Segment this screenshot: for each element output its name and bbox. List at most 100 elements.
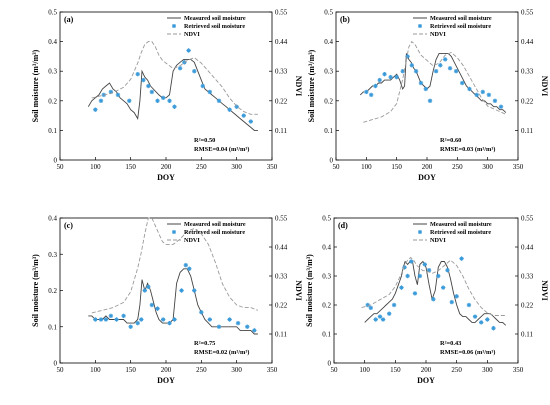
x-tick-label: 250 bbox=[451, 366, 462, 374]
retrieved-marker bbox=[380, 317, 386, 322]
retrieved-marker bbox=[167, 98, 172, 103]
retrieved-marker bbox=[445, 268, 450, 273]
retrieved-marker bbox=[400, 69, 405, 74]
ndvi-line bbox=[361, 256, 506, 316]
retrieved-marker bbox=[417, 273, 423, 279]
y-tick-label: 0.3 bbox=[324, 68, 333, 76]
y2-tick-label: 0.33 bbox=[275, 273, 288, 281]
retrieved-marker bbox=[438, 63, 443, 68]
retrieved-marker bbox=[160, 95, 166, 101]
retrieved-marker bbox=[479, 320, 484, 325]
retrieved-marker bbox=[472, 314, 478, 319]
y-axis-label: Soil moisture (m³/m³) bbox=[305, 254, 314, 327]
y2-tick-label: 0.55 bbox=[275, 215, 288, 223]
retrieved-marker bbox=[160, 317, 166, 322]
retrieved-marker bbox=[459, 80, 465, 86]
retrieved-marker bbox=[146, 83, 151, 89]
y-tick-label: 0.1 bbox=[322, 331, 331, 339]
retrieved-marker bbox=[128, 324, 133, 329]
measured-line bbox=[87, 58, 258, 131]
retrieved-marker bbox=[368, 92, 374, 98]
retrieved-marker bbox=[114, 317, 119, 322]
y2-tick-label: 0.55 bbox=[521, 215, 534, 223]
legend-ndvi-label: NDVI bbox=[430, 237, 446, 244]
retrieved-marker bbox=[235, 320, 241, 326]
y-tick-label: 0.5 bbox=[48, 9, 57, 17]
retrieved-marker bbox=[467, 86, 472, 92]
x-tick-label: 150 bbox=[390, 366, 401, 374]
y-tick-label: 0.5 bbox=[322, 215, 331, 223]
rmse-label: RMSE=0.03 (m³/m³) bbox=[440, 146, 495, 153]
measured-line bbox=[88, 268, 258, 335]
x-tick-label: 300 bbox=[231, 163, 242, 171]
r2-label: R²=0.43 bbox=[440, 340, 461, 347]
x-tick-label: 300 bbox=[482, 366, 493, 374]
x-tick-label: 350 bbox=[513, 163, 524, 171]
retrieved-marker bbox=[142, 288, 147, 293]
x-tick-label: 100 bbox=[361, 163, 372, 171]
y-axis-label: Soil moisture (m³/m³) bbox=[31, 49, 40, 122]
panel-label: (b) bbox=[340, 15, 350, 24]
x-axis-label: DOY bbox=[417, 376, 435, 385]
y-tick-label: 0.1 bbox=[48, 323, 57, 331]
retrieved-marker bbox=[172, 317, 177, 322]
retrieved-marker bbox=[245, 324, 250, 329]
retrieved-marker bbox=[443, 57, 448, 62]
x-tick-label: 300 bbox=[231, 366, 242, 374]
y2-tick-label: 0.44 bbox=[275, 38, 288, 46]
legend-retrieved-label: Retrieved soil moisture bbox=[184, 23, 245, 30]
y-tick-label: 0.4 bbox=[48, 38, 57, 46]
x-tick-label: 100 bbox=[359, 366, 370, 374]
panel-label: (c) bbox=[64, 221, 73, 230]
y2-tick-label: 0.11 bbox=[275, 127, 287, 135]
x-axis-label: DOY bbox=[157, 376, 175, 385]
retrieved-marker bbox=[412, 291, 418, 296]
x-tick-label: 50 bbox=[57, 163, 65, 171]
retrieved-marker bbox=[252, 328, 257, 333]
y2-tick-label: 0.44 bbox=[521, 244, 534, 252]
x-tick-label: 50 bbox=[57, 366, 65, 374]
legend-measured-label: Measured soil moisture bbox=[430, 221, 492, 228]
legend-ndvi-label: NDVI bbox=[184, 237, 200, 244]
x-tick-label: 250 bbox=[452, 163, 463, 171]
retrieved-marker bbox=[427, 98, 433, 103]
y-tick-label: 0.3 bbox=[48, 68, 57, 76]
legend-retrieved-label: Retrieved soil moisture bbox=[184, 229, 245, 236]
r2-label: R²=0.75 bbox=[194, 340, 215, 347]
y-axis-label: Soil moisture (m³/m³) bbox=[307, 49, 316, 122]
legend-retrieved-swatch bbox=[172, 230, 176, 234]
retrieved-marker bbox=[387, 311, 392, 316]
retrieved-marker bbox=[207, 89, 213, 95]
retrieved-marker bbox=[216, 98, 222, 103]
measured-line bbox=[359, 52, 507, 113]
retrieved-marker bbox=[108, 313, 114, 319]
y-tick-label: 0 bbox=[54, 157, 58, 165]
retrieved-marker bbox=[373, 83, 378, 89]
retrieved-marker bbox=[135, 71, 140, 77]
retrieved-marker bbox=[187, 266, 192, 271]
y-tick-label: 0.2 bbox=[322, 302, 331, 310]
legend-retrieved-swatch bbox=[172, 24, 176, 28]
x-axis-label: DOY bbox=[157, 173, 175, 182]
legend-measured-label: Measured soil moisture bbox=[430, 15, 492, 22]
legend-retrieved-swatch bbox=[418, 230, 422, 234]
y2-axis-label: NDVI bbox=[540, 280, 549, 300]
retrieved-marker bbox=[115, 92, 121, 98]
x-tick-label: 300 bbox=[482, 163, 493, 171]
retrieved-marker bbox=[146, 284, 151, 290]
retrieved-marker bbox=[207, 317, 213, 322]
retrieved-marker bbox=[454, 294, 459, 299]
retrieved-marker bbox=[141, 77, 146, 83]
y2-axis-label: NDVI bbox=[540, 76, 549, 96]
rmse-label: RMSE=0.06 (m³/m³) bbox=[440, 349, 495, 356]
panel-a: 50 100 150 200 250 300 350 0 0.1 0.2 0.3 0.4 0.5 0.11… bbox=[31, 9, 303, 183]
retrieved-marker bbox=[192, 69, 197, 74]
panel-d: 50 100 150 200 250 300 350 0 0.1 0.2 0.3 0.4 0.5 0.11… bbox=[305, 215, 549, 386]
y2-tick-label: 0.22 bbox=[275, 302, 288, 310]
retrieved-marker bbox=[192, 288, 197, 293]
x-tick-label: 150 bbox=[391, 163, 402, 171]
retrieved-marker bbox=[388, 74, 393, 80]
y2-tick-label: 0.11 bbox=[521, 331, 533, 339]
